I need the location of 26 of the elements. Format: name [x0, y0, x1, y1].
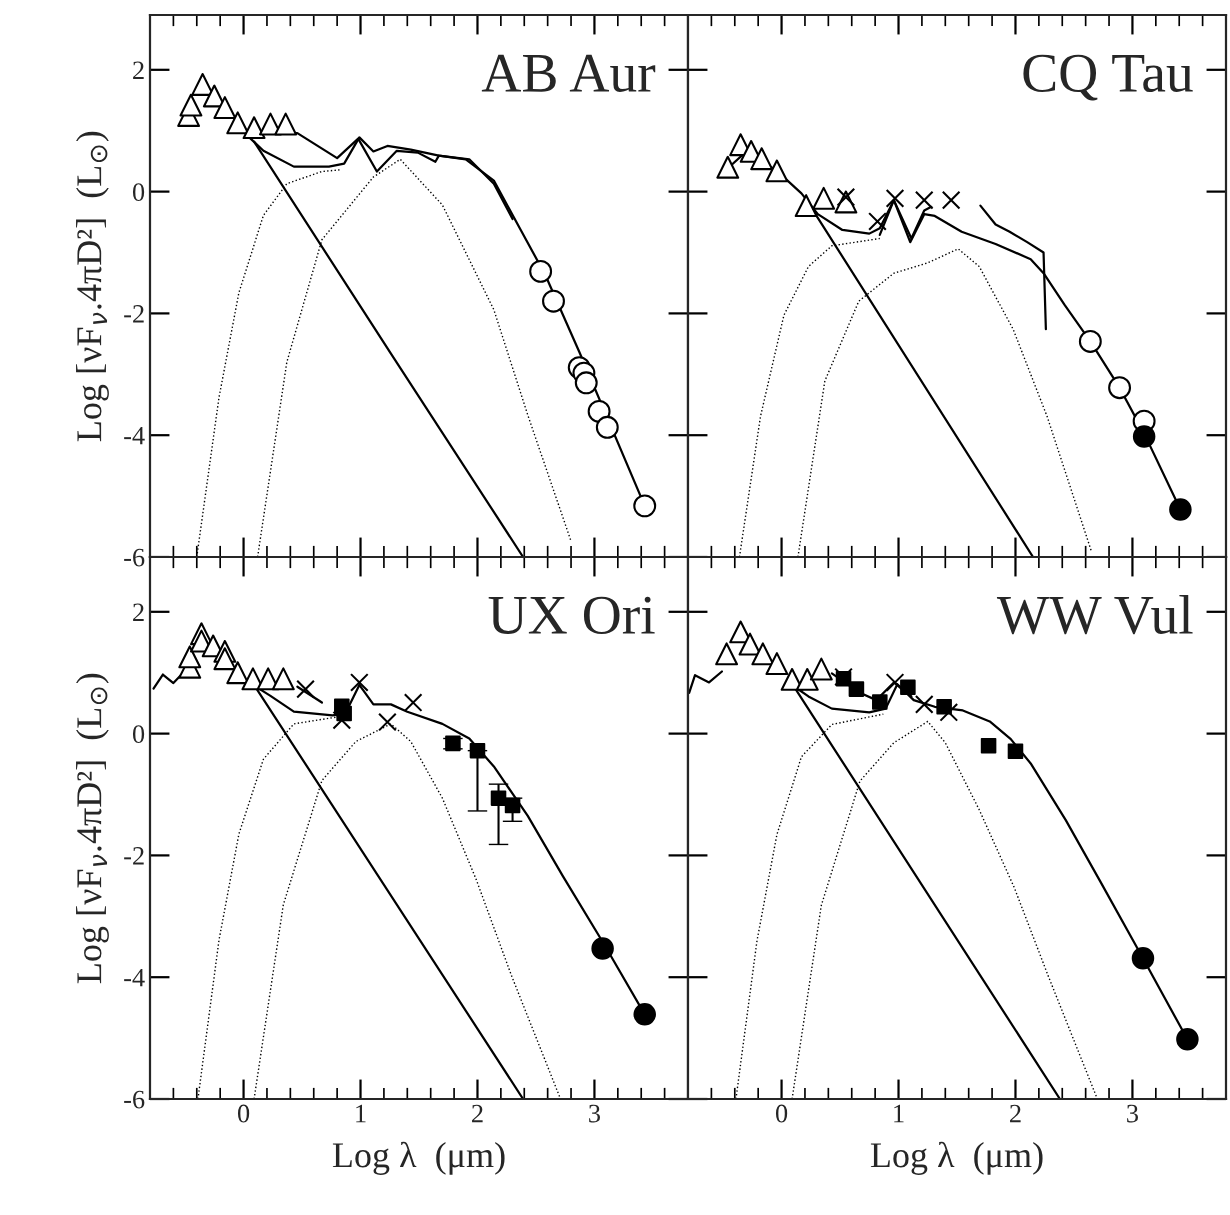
- x-tick-label: 0: [775, 1104, 788, 1123]
- y-tick-label: 0: [132, 183, 145, 202]
- x-tick-label: 3: [589, 1104, 600, 1123]
- y-tick-label: 0: [132, 725, 145, 744]
- y-tick-label: -6: [124, 1090, 145, 1109]
- y-tick-label: 2: [133, 603, 144, 621]
- y-tick-label: 2: [133, 61, 144, 79]
- y-axis-title: Log [νF$_{ν}$.4πD²] (L$_{⊙}$): [76, 131, 109, 442]
- x-axis-title: Log λ (μm): [332, 1141, 505, 1175]
- text: AB Aur: [481, 54, 656, 93]
- x-tick-label: 1: [894, 1104, 904, 1123]
- x-axis-title: Log λ (μm): [870, 1141, 1043, 1175]
- y-tick-label: -2: [124, 305, 144, 323]
- y-tick-label: -2: [124, 847, 144, 865]
- text: UX Ori: [488, 596, 655, 635]
- y-tick-label: -4: [124, 968, 145, 987]
- text: CQ Tau: [1023, 54, 1193, 101]
- text: WW Vul: [996, 594, 1193, 635]
- x-tick-label: 0: [237, 1104, 250, 1123]
- y-tick-label: -6: [124, 548, 145, 567]
- x-tick-label: 1: [356, 1104, 366, 1123]
- x-tick-label: 3: [1127, 1104, 1138, 1123]
- y-tick-label: -4: [124, 426, 145, 445]
- x-tick-label: 2: [472, 1104, 483, 1123]
- y-axis-title: Log [νF$_{ν}$.4πD²] (L$_{⊙}$): [76, 673, 109, 984]
- x-tick-label: 2: [1010, 1104, 1021, 1123]
